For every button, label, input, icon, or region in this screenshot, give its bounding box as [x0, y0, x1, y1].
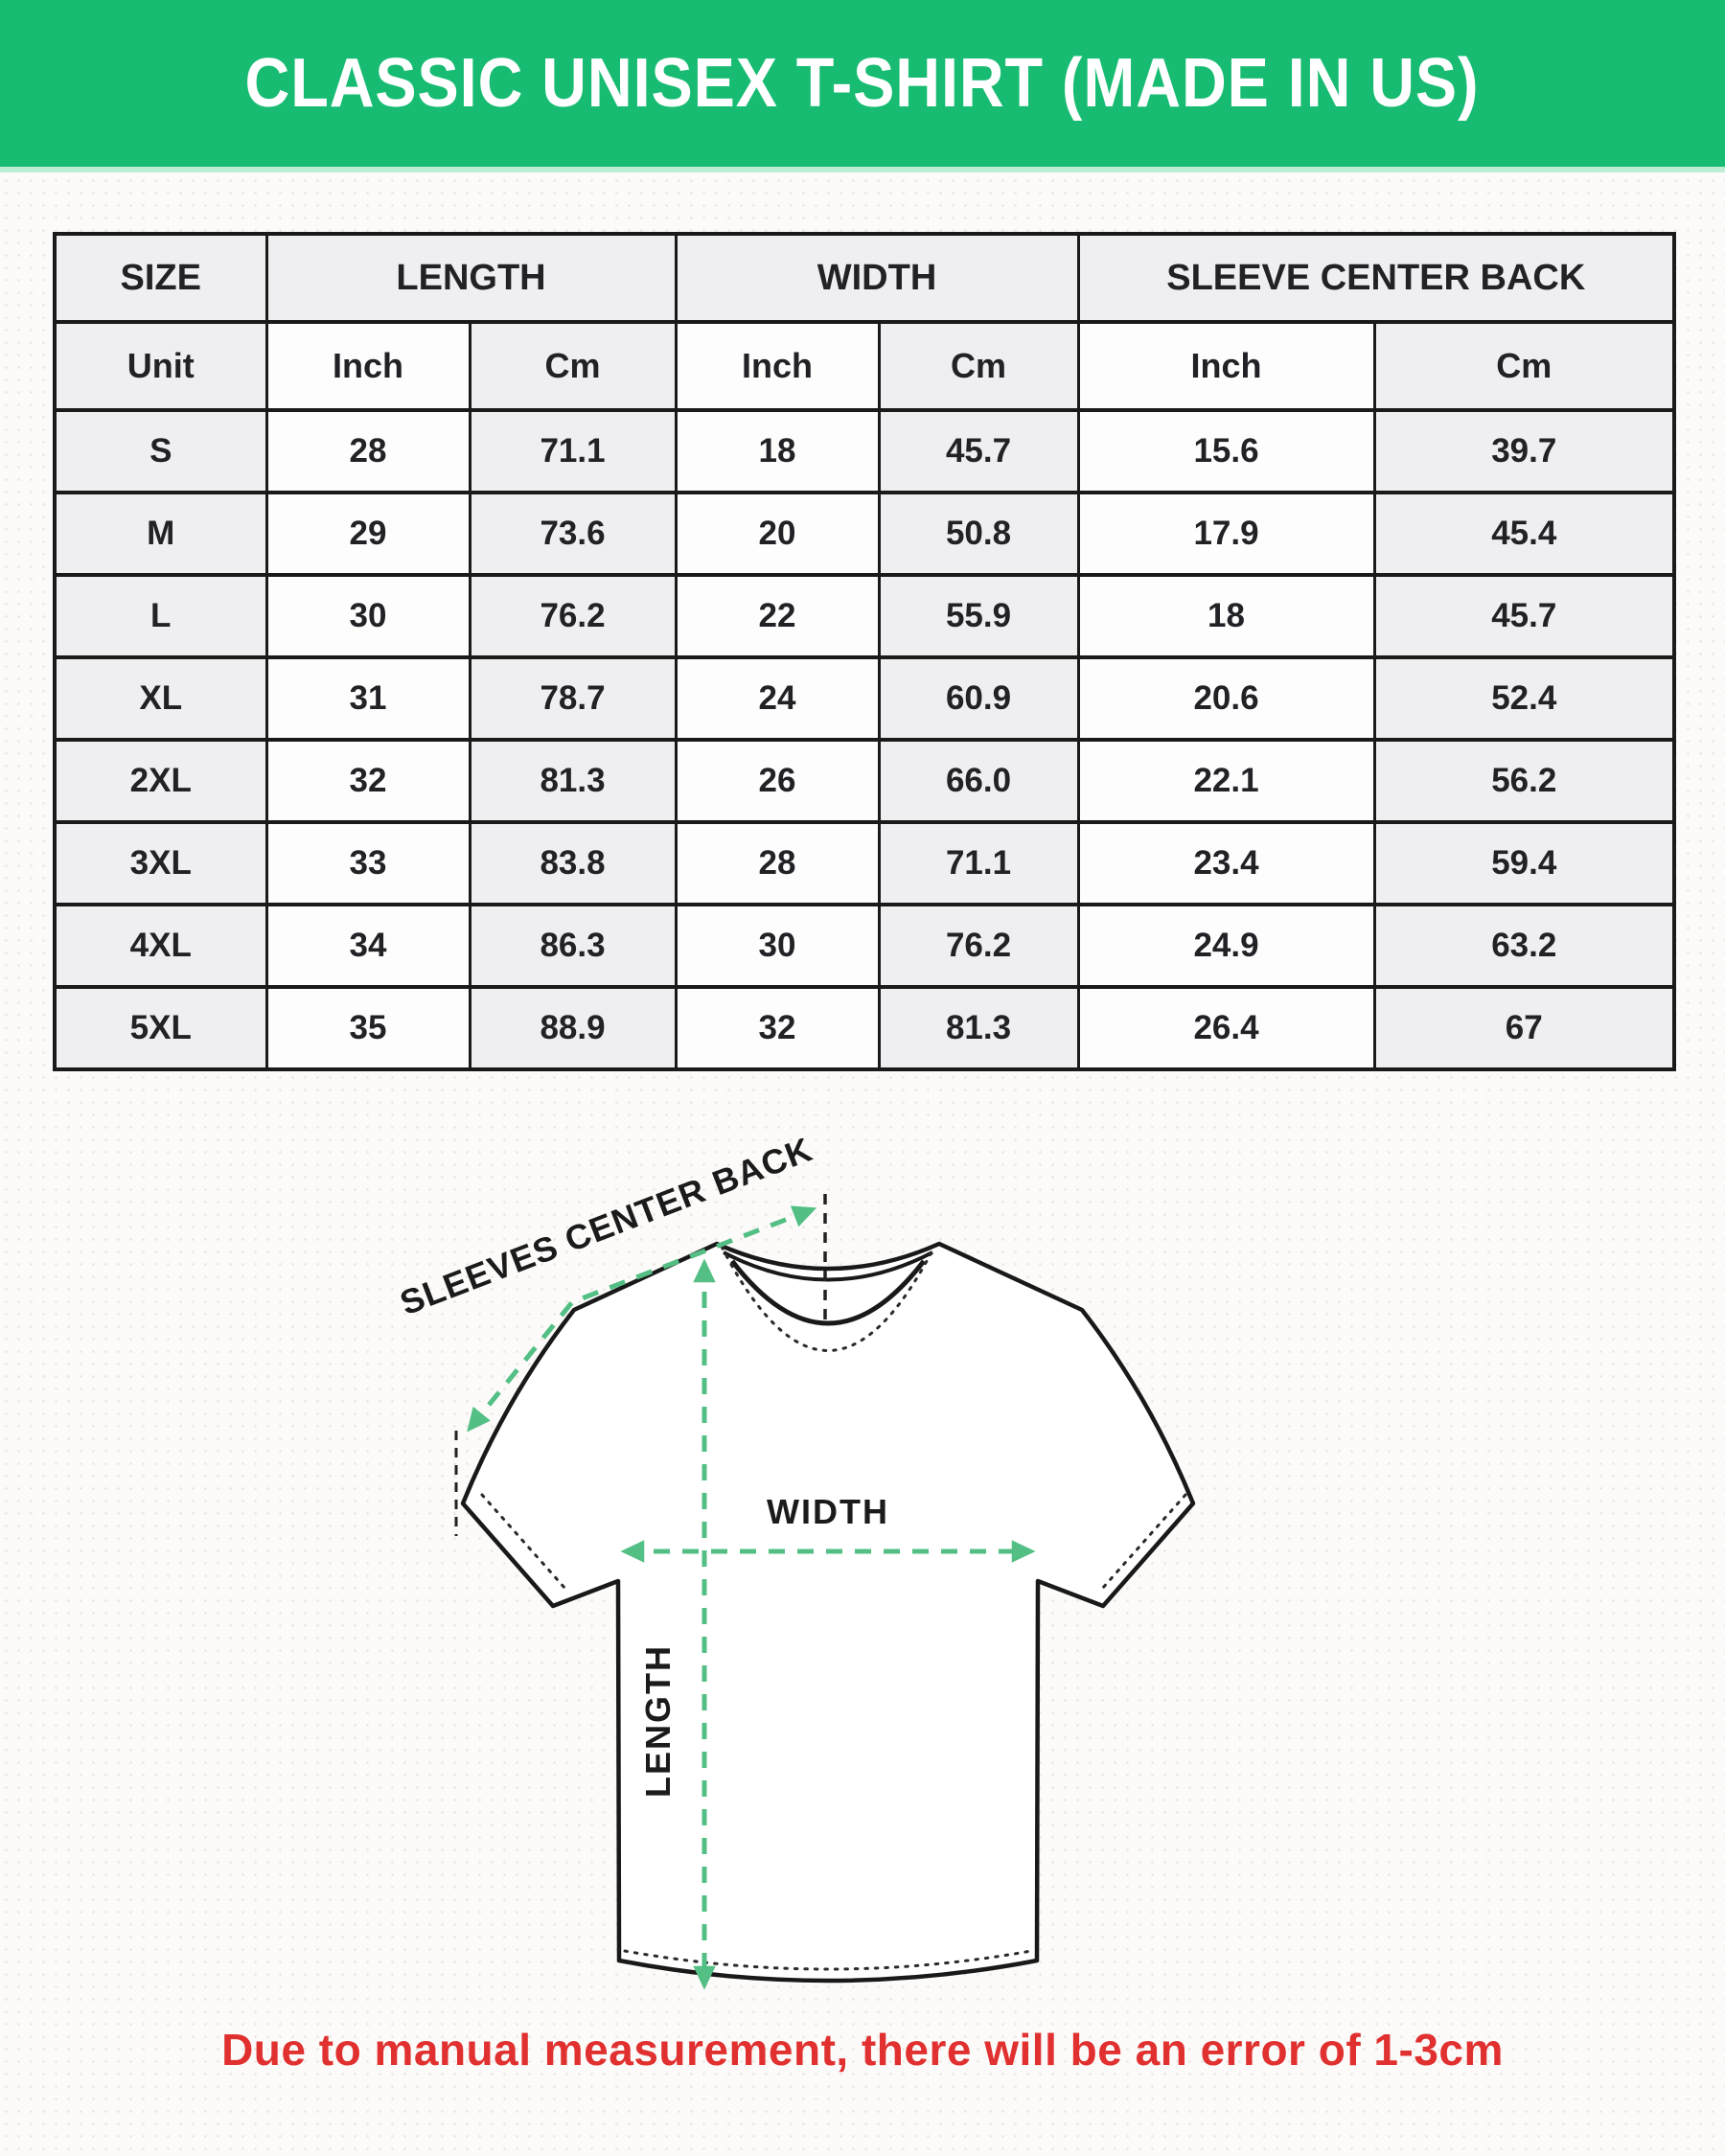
collar-back-stitch-dotted	[720, 1245, 936, 1352]
value-cell: 71.1	[877, 820, 1080, 906]
value-cell: 20	[674, 491, 881, 577]
value-cell: 73.6	[468, 491, 678, 577]
value-cell: 39.7	[1372, 408, 1676, 494]
col-header-sleeve-center-back: SLEEVE CENTER BACK	[1076, 232, 1676, 324]
table-row: 4XL 34 86.3 30 76.2 24.9 63.2	[53, 903, 1676, 989]
unit-header-cm: Cm	[468, 320, 678, 412]
value-cell: 30	[264, 573, 472, 659]
value-cell: 76.2	[468, 573, 678, 659]
col-header-length: LENGTH	[264, 232, 678, 324]
title-banner: CLASSIC UNISEX T-SHIRT (MADE IN US)	[0, 0, 1725, 172]
right-sleeve-stitch-dotted	[1100, 1493, 1187, 1591]
value-cell: 17.9	[1076, 491, 1376, 577]
value-cell: 22.1	[1076, 738, 1376, 824]
unit-header-inch: Inch	[264, 320, 472, 412]
unit-header-cm: Cm	[877, 320, 1080, 412]
page-title: CLASSIC UNISEX T-SHIRT (MADE IN US)	[245, 45, 1480, 122]
table-row: M 29 73.6 20 50.8 17.9 45.4	[53, 491, 1676, 577]
table-row: XL 31 78.7 24 60.9 20.6 52.4	[53, 655, 1676, 742]
value-cell: 26	[674, 738, 881, 824]
value-cell: 66.0	[877, 738, 1080, 824]
value-cell: 88.9	[468, 985, 678, 1071]
value-cell: 81.3	[468, 738, 678, 824]
table-row: 3XL 33 83.8 28 71.1 23.4 59.4	[53, 820, 1676, 906]
table-row: 2XL 32 81.3 26 66.0 22.1 56.2	[53, 738, 1676, 824]
value-cell: 52.4	[1372, 655, 1676, 742]
value-cell: 71.1	[468, 408, 678, 494]
value-cell: 76.2	[877, 903, 1080, 989]
value-cell: 28	[674, 820, 881, 906]
value-cell: 32	[264, 738, 472, 824]
width-label: WIDTH	[767, 1492, 889, 1531]
value-cell: 60.9	[877, 655, 1080, 742]
size-cell: L	[53, 573, 268, 659]
size-cell: 5XL	[53, 985, 268, 1071]
value-cell: 55.9	[877, 573, 1080, 659]
measurement-diagram: SLEEVES CENTER BACK WIDTH LENGTH	[383, 1129, 1342, 2020]
left-sleeve-stitch-dotted	[480, 1493, 567, 1591]
value-cell: 35	[264, 985, 472, 1071]
size-cell: 3XL	[53, 820, 268, 906]
value-cell: 45.7	[877, 408, 1080, 494]
value-cell: 83.8	[468, 820, 678, 906]
value-cell: 67	[1372, 985, 1676, 1071]
size-rows: S 28 71.1 18 45.7 15.6 39.7 M 29 73.6 20 50.8 17.9 45…	[53, 408, 1676, 1071]
col-header-size: SIZE	[53, 232, 268, 324]
value-cell: 78.7	[468, 655, 678, 742]
value-cell: 45.4	[1372, 491, 1676, 577]
value-cell: 81.3	[877, 985, 1080, 1071]
table-group-header-row: SIZE LENGTH WIDTH SLEEVE CENTER BACK	[53, 232, 1676, 324]
value-cell: 33	[264, 820, 472, 906]
value-cell: 24	[674, 655, 881, 742]
value-cell: 34	[264, 903, 472, 989]
size-chart-section: SIZE LENGTH WIDTH SLEEVE CENTER BACK Uni…	[53, 232, 1676, 1071]
value-cell: 15.6	[1076, 408, 1376, 494]
unit-header-inch: Inch	[1076, 320, 1376, 412]
value-cell: 63.2	[1372, 903, 1676, 989]
value-cell: 18	[674, 408, 881, 494]
value-cell: 32	[674, 985, 881, 1071]
unit-header-inch: Inch	[674, 320, 881, 412]
col-header-width: WIDTH	[674, 232, 1080, 324]
size-cell: 4XL	[53, 903, 268, 989]
table-row: S 28 71.1 18 45.7 15.6 39.7	[53, 408, 1676, 494]
value-cell: 30	[674, 903, 881, 989]
value-cell: 24.9	[1076, 903, 1376, 989]
value-cell: 45.7	[1372, 573, 1676, 659]
size-cell: S	[53, 408, 268, 494]
value-cell: 23.4	[1076, 820, 1376, 906]
value-cell: 26.4	[1076, 985, 1376, 1071]
value-cell: 22	[674, 573, 881, 659]
size-cell: M	[53, 491, 268, 577]
size-cell: XL	[53, 655, 268, 742]
value-cell: 29	[264, 491, 472, 577]
value-cell: 86.3	[468, 903, 678, 989]
value-cell: 28	[264, 408, 472, 494]
table-unit-header-row: Unit Inch Cm Inch Cm Inch Cm	[53, 320, 1676, 412]
value-cell: 18	[1076, 573, 1376, 659]
measurement-disclaimer: Due to manual measurement, there will be…	[221, 2025, 1504, 2075]
value-cell: 56.2	[1372, 738, 1676, 824]
value-cell: 50.8	[877, 491, 1080, 577]
table-row: 5XL 35 88.9 32 81.3 26.4 67	[53, 985, 1676, 1071]
tshirt-outline	[460, 1241, 1196, 1984]
length-label: LENGTH	[638, 1644, 678, 1798]
unit-header: Unit	[53, 320, 268, 412]
size-chart-table: SIZE LENGTH WIDTH SLEEVE CENTER BACK Uni…	[53, 232, 1676, 1071]
hem-stitch-dotted	[623, 1949, 1033, 1971]
value-cell: 20.6	[1076, 655, 1376, 742]
table-row: L 30 76.2 22 55.9 18 45.7	[53, 573, 1676, 659]
tshirt-diagram-svg: SLEEVES CENTER BACK WIDTH LENGTH	[395, 1129, 1196, 1990]
size-cell: 2XL	[53, 738, 268, 824]
value-cell: 59.4	[1372, 820, 1676, 906]
value-cell: 31	[264, 655, 472, 742]
unit-header-cm: Cm	[1372, 320, 1676, 412]
